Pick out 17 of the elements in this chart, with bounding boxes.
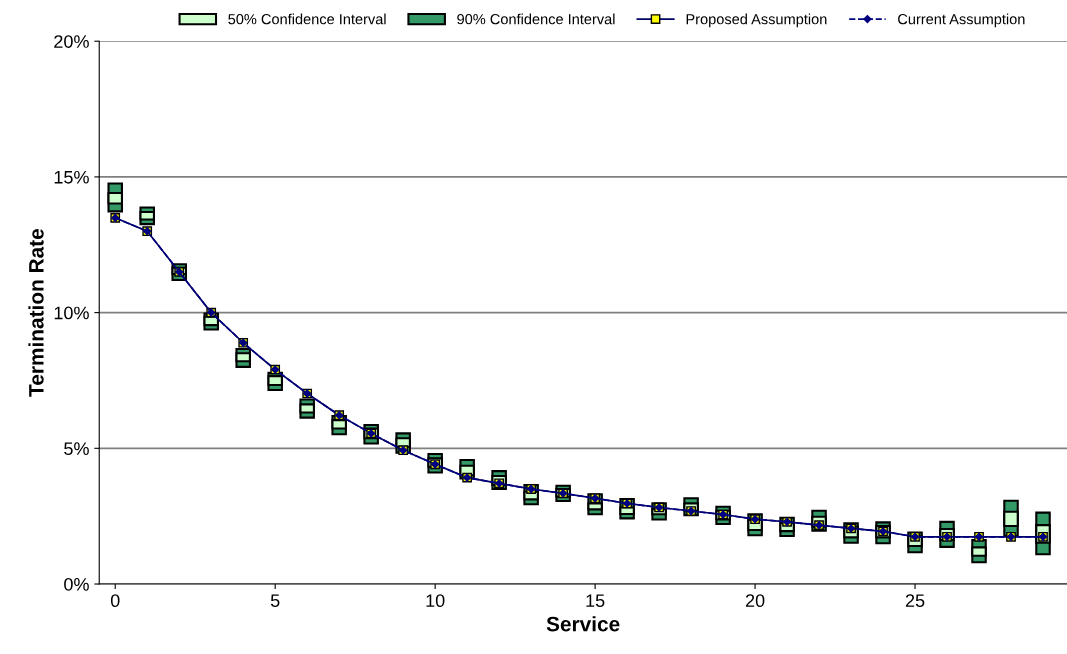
y-tick-label: 20% bbox=[54, 35, 89, 48]
legend-label: 50% Confidence Interval bbox=[228, 13, 386, 25]
legend-label: Current Assumption bbox=[898, 13, 1025, 28]
x-tick-label: 5 bbox=[270, 594, 280, 608]
y-tick-label: 5% bbox=[64, 442, 89, 456]
x-tick-label: 15 bbox=[586, 594, 605, 608]
x-tick-label: 0 bbox=[110, 594, 120, 608]
x-axis-title: Service bbox=[546, 616, 620, 632]
y-tick-label: 10% bbox=[54, 306, 89, 320]
legend-label: Proposed Assumption bbox=[686, 13, 827, 28]
y-axis-title: Termination Rate bbox=[28, 229, 44, 397]
y-tick-label: 15% bbox=[54, 170, 89, 184]
y-tick-label: 0% bbox=[64, 577, 89, 591]
x-tick-label: 20 bbox=[745, 594, 765, 608]
legend-label: 90% Confidence Interval bbox=[457, 13, 615, 25]
x-tick-label: 10 bbox=[426, 594, 445, 608]
x-tick-label: 25 bbox=[905, 594, 925, 608]
